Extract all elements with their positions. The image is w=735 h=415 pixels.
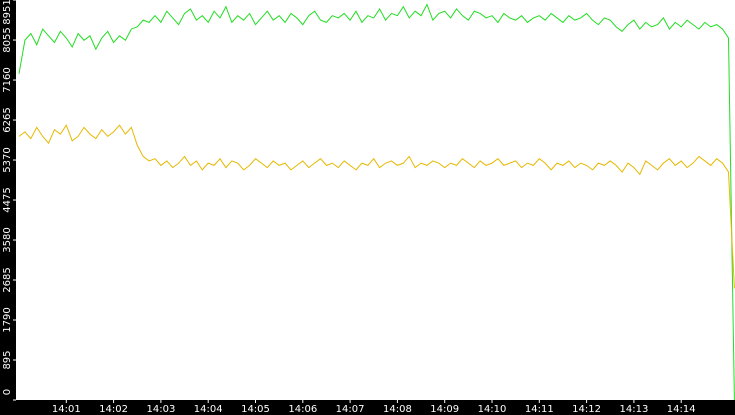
x-axis-strip: [0, 400, 735, 415]
x-tick-label: 14:14: [667, 404, 696, 415]
x-tick-label: 14:01: [52, 404, 81, 415]
x-tick-label: 14:07: [336, 404, 365, 415]
y-tick-label: 4475: [2, 187, 13, 212]
y-tick-label: 895: [2, 350, 13, 369]
x-tick-label: 14:08: [383, 404, 412, 415]
x-tick-label: 14:12: [572, 404, 601, 415]
y-tick-label: 2685: [2, 267, 13, 292]
y-tick-label: 8951: [2, 0, 13, 25]
series-line: [18, 124, 735, 289]
x-tick-label: 14:04: [194, 404, 223, 415]
series-line: [18, 3, 735, 401]
y-tick-label: 1790: [2, 307, 13, 332]
x-tick-label: 14:06: [288, 404, 317, 415]
y-tick-label: 0: [2, 389, 13, 395]
x-tick-label: 14:03: [146, 404, 175, 415]
y-tick-label: 5370: [2, 147, 13, 172]
x-tick-label: 14:10: [478, 404, 507, 415]
y-tick-label: 3580: [2, 227, 13, 252]
x-tick-label: 14:02: [99, 404, 128, 415]
y-tick-label: 8055: [2, 27, 13, 52]
x-tick-label: 14:13: [619, 404, 648, 415]
x-tick-label: 14:09: [430, 404, 459, 415]
y-axis-strip: [0, 0, 16, 415]
y-tick-label: 6265: [2, 107, 13, 132]
x-tick-label: 14:05: [241, 404, 270, 415]
y-tick-label: 7160: [2, 67, 13, 92]
x-tick-label: 14:11: [525, 404, 554, 415]
